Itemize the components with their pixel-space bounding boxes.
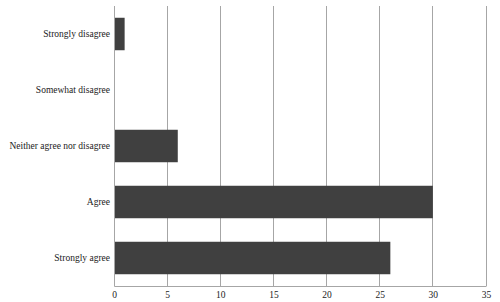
x-tick-label: 35: [482, 290, 492, 300]
y-axis: Strongly disagree Somewhat disagree Neithe…: [10, 7, 115, 287]
bars: [114, 18, 433, 274]
x-axis: 0 5 10 15 20 25 30 35: [112, 286, 491, 300]
x-tick: 0: [112, 286, 117, 300]
chart: 0 5 10 15 20 25 30 35 Strongly disagree Somewhat …: [0, 0, 500, 302]
y-tick-label: Strongly disagree: [43, 29, 110, 39]
grid-line: [486, 6, 487, 286]
x-tick: 25: [375, 286, 385, 300]
bar: [114, 186, 433, 218]
y-tick: Neither agree nor disagree: [10, 141, 115, 151]
x-tick: 30: [429, 286, 439, 300]
x-tick-label: 25: [375, 290, 385, 300]
x-tick-label: 10: [216, 290, 226, 300]
x-tick-label: 5: [165, 290, 170, 300]
y-tick-label: Strongly agree: [54, 253, 110, 263]
y-axis-line: [114, 7, 115, 287]
x-tick: 10: [216, 286, 226, 300]
grid-line: [114, 6, 115, 286]
x-tick-label: 30: [429, 290, 439, 300]
y-tick-label: Agree: [87, 197, 110, 207]
x-tick-label: 0: [112, 290, 117, 300]
y-tick: Agree: [87, 197, 114, 207]
y-tick-label: Neither agree nor disagree: [10, 141, 111, 151]
y-tick: Somewhat disagree: [36, 85, 114, 95]
x-tick-label: 20: [322, 290, 332, 300]
x-axis-line: [115, 286, 487, 287]
x-tick: 5: [165, 286, 170, 300]
grid: [114, 6, 486, 286]
y-tick: Strongly agree: [54, 253, 114, 263]
bar: [114, 242, 390, 274]
x-tick: 20: [322, 286, 332, 300]
y-tick-label: Somewhat disagree: [36, 85, 110, 95]
y-tick: Strongly disagree: [43, 29, 114, 39]
x-tick-label: 15: [269, 290, 279, 300]
plot: 0 5 10 15 20 25 30 35 Strongly disagree Somewhat …: [10, 6, 492, 300]
bar: [114, 130, 178, 162]
x-tick: 15: [269, 286, 279, 300]
grid-line: [432, 6, 433, 286]
x-tick: 35: [482, 286, 492, 300]
bar: [114, 18, 125, 50]
